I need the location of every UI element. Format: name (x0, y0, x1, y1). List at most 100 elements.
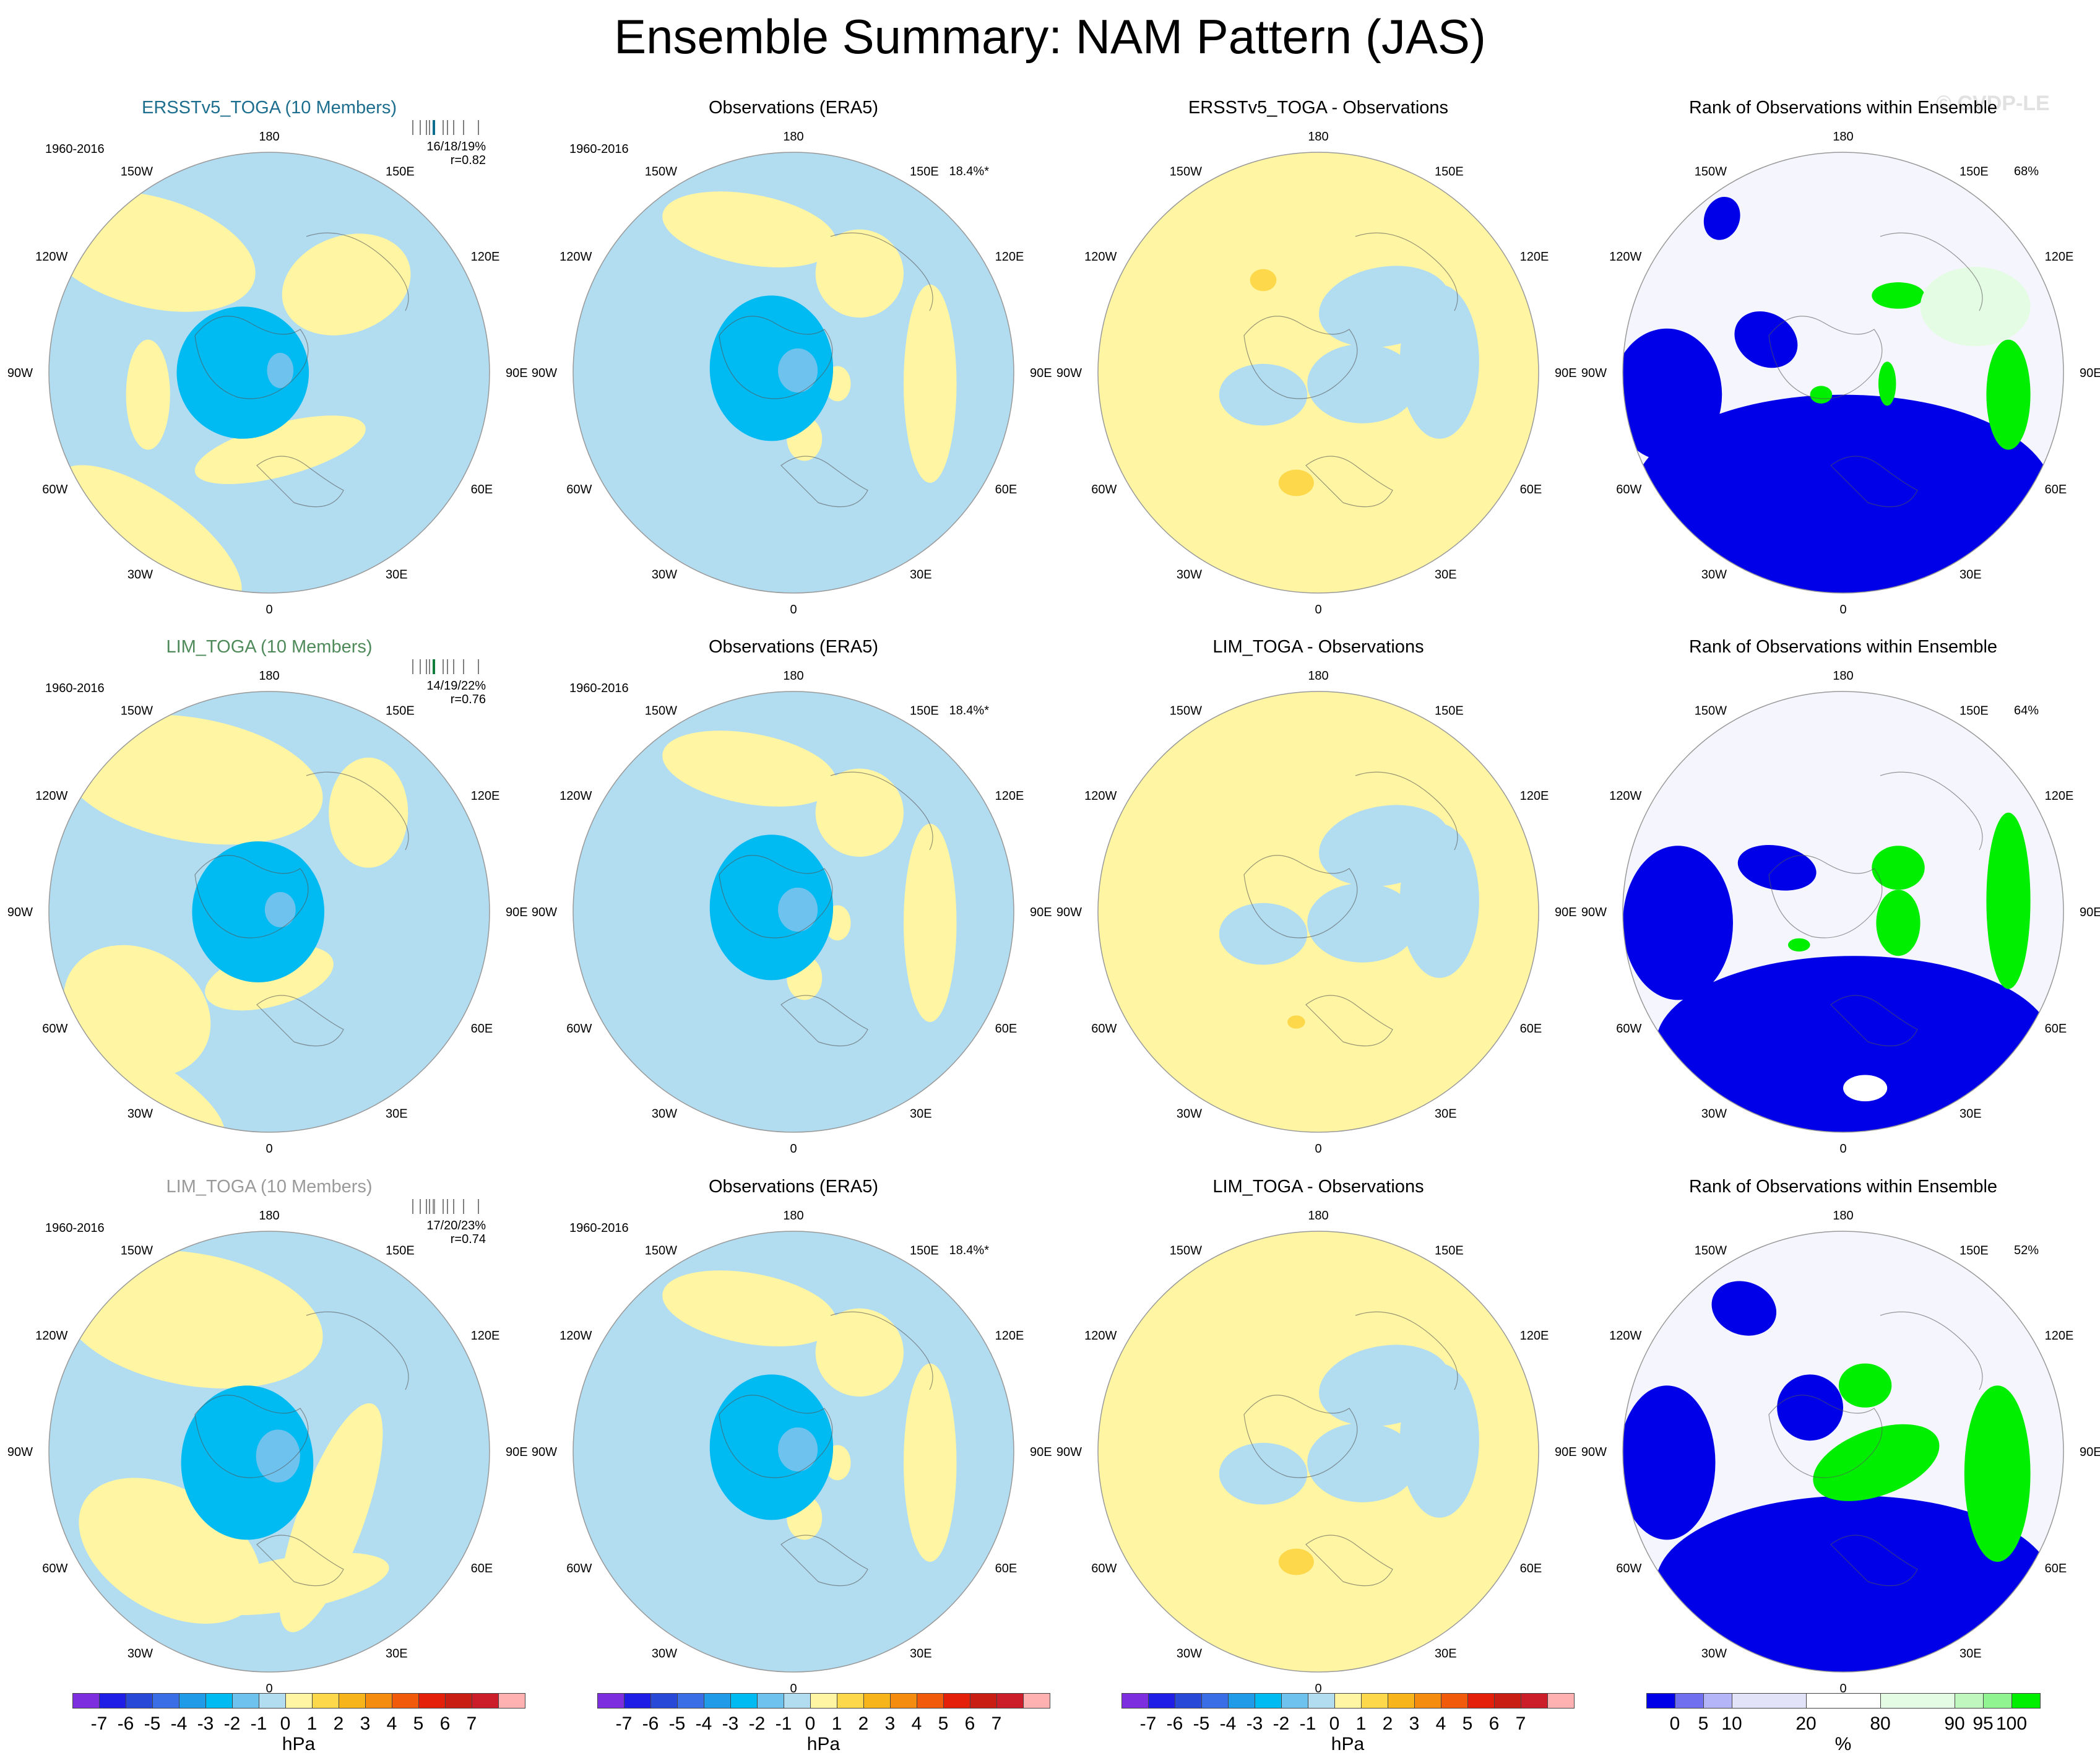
meridian-label: 90E (2080, 1445, 2100, 1459)
colorbar-tick-label: 6 (1489, 1713, 1500, 1734)
map-region (778, 348, 818, 393)
map-border (1622, 1231, 2064, 1673)
meridian-label: 180 (259, 1209, 279, 1223)
map-region (1876, 890, 1921, 956)
meridian-label: 90W (7, 906, 33, 919)
obs-map-2: 180 150E 120E 90E 60E 30E 0 30W 60W 90W 120W 150W (532, 669, 1052, 1156)
meridian-label: 120W (1084, 250, 1117, 264)
colorbar-swatch (863, 1693, 891, 1709)
colorbar-tick-label: 95 (1973, 1713, 1994, 1734)
colorbar-swatch (1732, 1693, 1807, 1709)
meridian-label: 0 (790, 603, 797, 617)
map-region (1307, 883, 1418, 963)
ens-map-2: 180 150E 120E 90E 60E 30E 0 30W 60W 90W 120W 150W (7, 669, 528, 1156)
meridian-label: 60E (1520, 1022, 1542, 1036)
meridian-label: 180 (1833, 130, 1853, 144)
coastline (719, 232, 933, 508)
meridian-label: 120E (995, 250, 1024, 264)
map-region (778, 887, 818, 932)
map-region (1734, 311, 1798, 368)
map-region (1813, 1424, 1940, 1501)
map-border (1097, 152, 1539, 594)
member-spread-ticks (412, 659, 479, 674)
meridian-label: 120E (471, 250, 500, 264)
colorbar-swatch (1467, 1693, 1495, 1709)
colorbar-tick-label: 2 (333, 1713, 344, 1734)
map-region (1838, 1363, 1892, 1408)
variance-pct-label: 64% (2013, 704, 2039, 717)
period-label: 1960-2016 (45, 682, 105, 695)
meridian-label: 30E (386, 1647, 408, 1661)
colorbar-swatch (943, 1693, 970, 1709)
map-region (1399, 1363, 1479, 1518)
period-label: 1960-2016 (569, 142, 629, 156)
colorbar-tick-label: 2 (1382, 1713, 1393, 1734)
meridian-label: 120W (560, 789, 592, 803)
coastline (1768, 232, 1983, 508)
meridian-label: 120W (1084, 789, 1117, 803)
meridian-label: 90W (1581, 906, 1607, 919)
meridian-label: 0 (1315, 1142, 1321, 1156)
meridian-label: 150W (1170, 704, 1202, 717)
diff-map-3: 180 150E 120E 90E 60E 30E 0 30W 60W 90W 120W 150W (1056, 1209, 1577, 1696)
map-region (1920, 267, 2031, 347)
obs-map-3: 180 150E 120E 90E 60E 30E 0 30W 60W 90W 120W 150W (532, 1209, 1052, 1696)
map-region (176, 306, 309, 439)
map-region (815, 229, 904, 318)
meridian-label: 120E (1520, 789, 1549, 803)
meridian-label: 180 (783, 130, 803, 144)
meridian-label: 30E (1960, 1107, 1982, 1121)
meridian-label: 30W (652, 1647, 677, 1661)
meridian-label: 150W (121, 1244, 153, 1257)
coastline (1768, 1311, 1983, 1587)
meridian-label: 30E (1435, 1107, 1457, 1121)
colorbar-tick-label: -6 (642, 1713, 659, 1734)
meridian-label: 30E (910, 1647, 932, 1661)
colorbar-units: % (1834, 1734, 1852, 1754)
meridian-label: 60E (471, 1022, 493, 1036)
map-region (709, 1374, 834, 1520)
rank-map-3: 180 150E 120E 90E 60E 30E 0 30W 60W 90W 120W 150W (1581, 1209, 2100, 1696)
meridian-label: 150W (1695, 1244, 1727, 1257)
ens-panel-title: LIM_TOGA (10 Members) (166, 637, 373, 657)
member-spread-ticks (412, 1199, 479, 1214)
colorbar-swatch (1281, 1693, 1308, 1709)
colorbar-swatch (392, 1693, 419, 1709)
map-region (264, 891, 296, 927)
colorbar-tick-label: 4 (911, 1713, 922, 1734)
meridian-label: 0 (790, 1682, 797, 1696)
meridian-label: 150W (645, 165, 677, 178)
meridian-label: 60E (2045, 483, 2067, 496)
variance-pct-label: 18.4%* (949, 165, 990, 178)
coastline (1243, 1311, 1458, 1587)
map-region (815, 1308, 904, 1397)
meridian-label: 60W (566, 483, 592, 496)
meridian-label: 180 (1308, 1209, 1328, 1223)
map-region (778, 1427, 818, 1472)
meridian-label: 120W (560, 250, 592, 264)
map-region (1964, 1385, 2031, 1562)
colorbar-swatch (1675, 1693, 1704, 1709)
colorbar-swatch (1255, 1693, 1282, 1709)
map-border (1622, 152, 2064, 594)
colorbar-swatch (1175, 1693, 1202, 1709)
meridian-label: 90W (532, 1445, 557, 1459)
map-region (1278, 469, 1314, 496)
period-label: 1960-2016 (569, 1221, 629, 1235)
variance-pct-label: 18.4%* (949, 704, 990, 717)
meridian-label: 180 (259, 130, 279, 144)
meridian-label: 150E (1960, 165, 1989, 178)
meridian-label: 150E (1960, 1244, 1989, 1257)
rank-map-2: 180 150E 120E 90E 60E 30E 0 30W 60W 90W 120W 150W (1581, 669, 2100, 1156)
colorbar-swatch (1521, 1693, 1548, 1709)
meridian-label: 30E (1435, 1647, 1457, 1661)
meridian-label: 30E (386, 568, 408, 582)
colorbar-tick-label: 5 (1698, 1713, 1709, 1734)
meridian-label: 90E (506, 366, 528, 380)
map-region (1878, 362, 1896, 406)
period-label: 1960-2016 (569, 682, 629, 695)
meridian-label: 60W (566, 1022, 592, 1036)
coastline (719, 1311, 933, 1587)
colorbar-tick-label: -1 (1299, 1713, 1316, 1734)
map-region (1219, 1442, 1308, 1505)
